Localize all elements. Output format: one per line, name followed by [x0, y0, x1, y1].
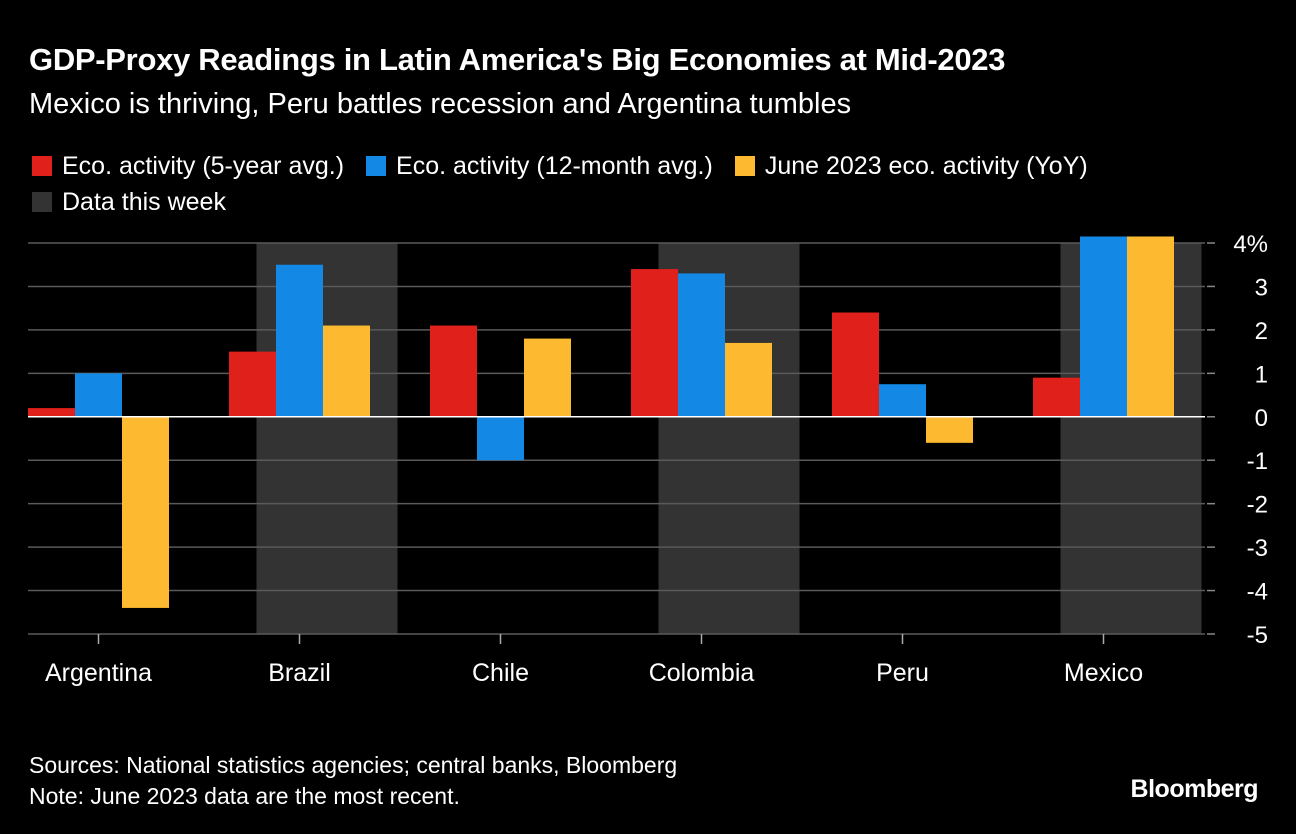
- legend: Eco. activity (5-year avg.) Eco. activit…: [32, 148, 1272, 220]
- legend-item-12m: Eco. activity (12-month avg.): [366, 152, 713, 181]
- bar-chile-s2: [524, 338, 571, 417]
- legend-label-june: June 2023 eco. activity (YoY): [764, 151, 1088, 180]
- y-axis: 4% 3 2 1 0 -1 -2 -3 -4 -5: [1207, 231, 1268, 649]
- bloomberg-logo: Bloomberg: [1130, 775, 1259, 803]
- bar-brazil-s0: [229, 351, 276, 417]
- bar-argentina-s0: [28, 408, 75, 417]
- legend-label-data-this-week: Data this week: [62, 187, 226, 216]
- y-tick-label-3: 1: [1255, 361, 1268, 388]
- bar-argentina-s2: [122, 416, 169, 608]
- bar-peru-s1: [879, 384, 926, 417]
- y-tick-label-4: 0: [1255, 405, 1268, 432]
- chart-subtitle: Mexico is thriving, Peru battles recessi…: [29, 88, 852, 120]
- bar-mexico-s1: [1080, 236, 1127, 417]
- y-tick-label-0: 4%: [1233, 231, 1268, 258]
- legend-row-series: Eco. activity (5-year avg.) Eco. activit…: [32, 148, 1272, 184]
- legend-swatch-june: [734, 156, 755, 176]
- bar-chile-s0: [430, 325, 477, 417]
- x-tick-label-argentina: Argentina: [45, 659, 152, 687]
- bar-peru-s0: [832, 312, 879, 417]
- x-tick-label-peru: Peru: [876, 659, 929, 687]
- y-tick-label-7: -3: [1247, 535, 1268, 562]
- chart-title: GDP-Proxy Readings in Latin America's Bi…: [29, 42, 1006, 77]
- bar-brazil-s1: [276, 264, 323, 417]
- gridlines: [28, 242, 1205, 635]
- legend-swatch-5yr: [32, 156, 52, 176]
- bar-colombia-s2: [725, 342, 772, 417]
- legend-item-5yr: Eco. activity (5-year avg.): [32, 152, 344, 181]
- y-tick-label-1: 3: [1255, 274, 1268, 301]
- x-tick-label-chile: Chile: [472, 659, 529, 687]
- sources-note: Sources: National statistics agencies; c…: [29, 752, 678, 778]
- y-tick-label-9: -5: [1247, 622, 1268, 649]
- bar-brazil-s2: [323, 325, 370, 417]
- bar-colombia-s0: [631, 269, 678, 417]
- bar-mexico-s0: [1033, 377, 1080, 417]
- bar-argentina-s1: [75, 373, 122, 417]
- legend-swatch-12m: [366, 156, 387, 176]
- x-tick-label-mexico: Mexico: [1064, 659, 1143, 687]
- y-tick-label-8: -4: [1247, 579, 1268, 606]
- bars: [28, 236, 1174, 608]
- y-tick-label-2: 2: [1255, 318, 1268, 345]
- y-tick-label-6: -2: [1247, 492, 1268, 519]
- legend-swatch-data-this-week: [32, 192, 52, 212]
- bar-mexico-s2: [1127, 236, 1174, 417]
- y-tick-label-5: -1: [1247, 448, 1268, 475]
- legend-label-12m: Eco. activity (12-month avg.): [396, 151, 713, 180]
- bar-chile-s1: [477, 416, 524, 461]
- bar-peru-s2: [926, 416, 973, 443]
- footer: Sources: National statistics agencies; c…: [29, 750, 677, 812]
- legend-row-highlight: Data this week: [32, 184, 1272, 220]
- x-axis: Argentina Brazil Chile Colombia Peru Mexico: [45, 634, 1143, 687]
- x-tick-label-colombia: Colombia: [649, 659, 755, 687]
- highlight-bands: [256, 243, 1202, 634]
- bar-colombia-s1: [678, 273, 725, 417]
- x-tick-label-brazil: Brazil: [268, 659, 331, 687]
- legend-item-data-this-week: Data this week: [32, 188, 226, 217]
- legend-item-june: June 2023 eco. activity (YoY): [734, 151, 1088, 181]
- legend-label-5yr: Eco. activity (5-year avg.): [62, 151, 345, 180]
- data-note: Note: June 2023 data are the most recent…: [29, 783, 460, 809]
